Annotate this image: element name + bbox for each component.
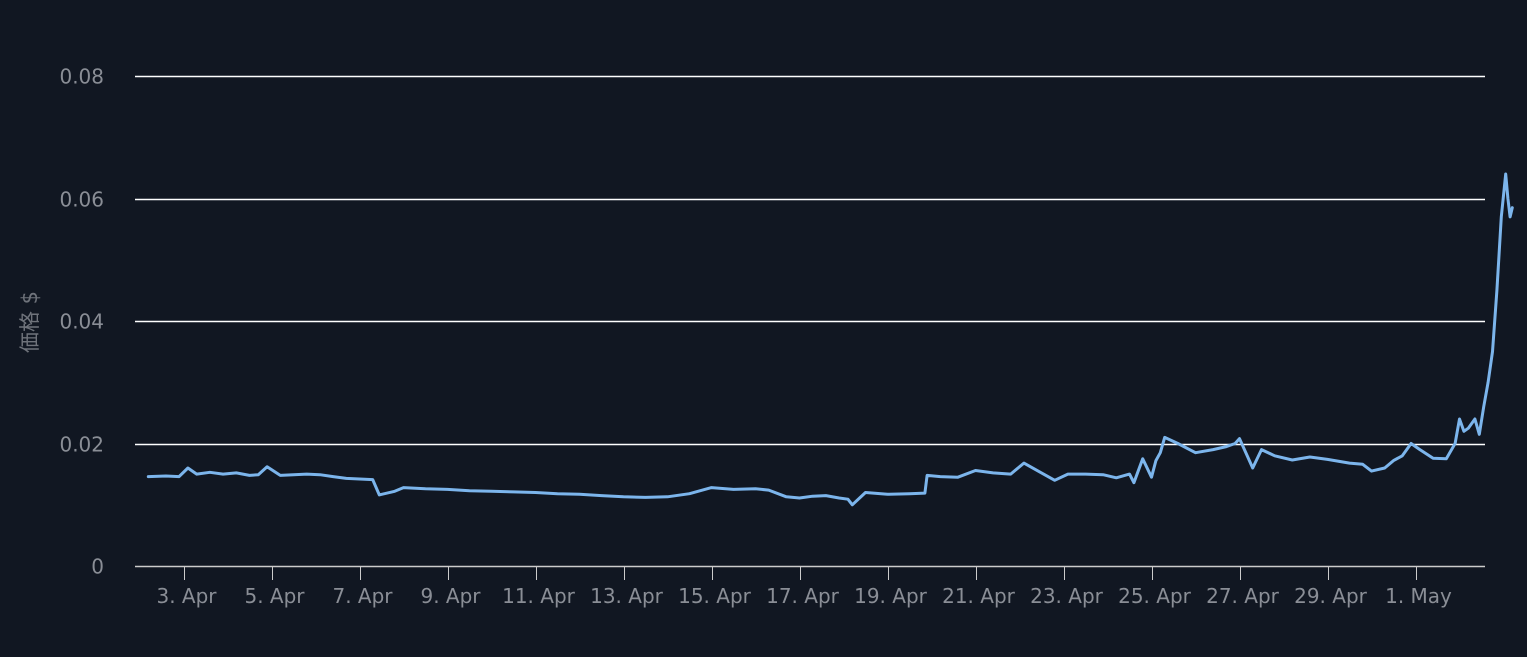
y-tick-label: 0.06 <box>59 188 104 212</box>
x-tick-label: 27. Apr <box>1206 584 1280 608</box>
y-tick-label: 0.02 <box>59 433 104 457</box>
x-axis: 3. Apr 5. Apr 7. Apr 9. Apr 11. Apr 13. Apr 15… <box>156 566 1452 608</box>
x-tick-label: 9. Apr <box>420 584 481 608</box>
x-tick-label: 29. Apr <box>1294 584 1368 608</box>
grid-lines <box>135 75 1485 568</box>
price-series-line <box>146 172 1514 507</box>
y-tick-label: 0.04 <box>59 310 104 334</box>
x-tick-label: 23. Apr <box>1030 584 1104 608</box>
x-tick-label: 21. Apr <box>942 584 1016 608</box>
x-tick-label: 17. Apr <box>766 584 840 608</box>
x-tick-label: 5. Apr <box>244 584 305 608</box>
y-tick-label: 0 <box>91 555 104 579</box>
x-tick-label: 3. Apr <box>156 584 217 608</box>
x-tick-label: 25. Apr <box>1118 584 1192 608</box>
y-tick-label: 0.08 <box>59 65 104 89</box>
x-tick-label: 15. Apr <box>678 584 752 608</box>
x-tick-label: 13. Apr <box>590 584 664 608</box>
x-tick-label: 1. May <box>1385 584 1452 608</box>
x-tick-label: 7. Apr <box>332 584 393 608</box>
x-tick-label: 19. Apr <box>854 584 928 608</box>
x-tick-label: 11. Apr <box>502 584 576 608</box>
y-axis-title: 価格 $ <box>18 291 42 353</box>
y-axis: 0 0.02 0.04 0.06 0.08 <box>59 65 104 579</box>
